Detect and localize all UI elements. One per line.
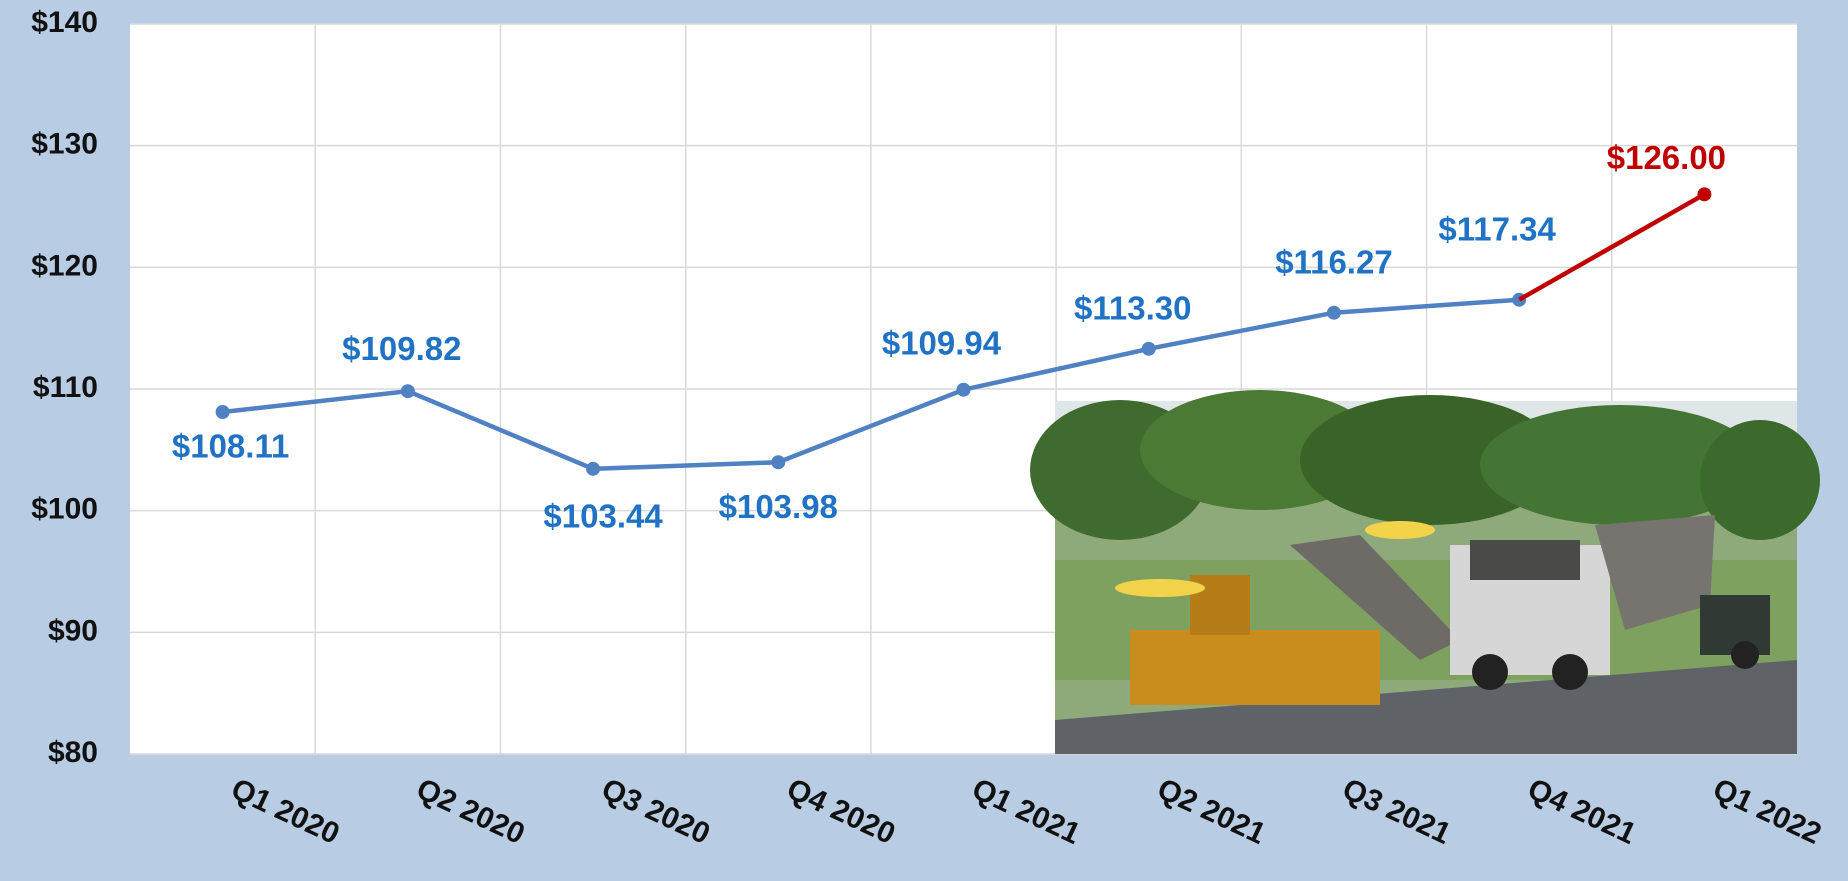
point [401, 384, 415, 398]
data-label: $126.00 [1607, 139, 1726, 176]
data-label: $103.44 [543, 498, 663, 535]
y-tick-label: $130 [31, 128, 98, 161]
point [586, 462, 600, 476]
data-label: $109.82 [342, 330, 461, 367]
data-label: $103.98 [719, 488, 838, 525]
data-label: $116.27 [1275, 243, 1392, 280]
data-label: $113.30 [1074, 290, 1191, 327]
point [216, 405, 230, 419]
point [1142, 342, 1156, 356]
point [771, 455, 785, 469]
y-tick-label: $90 [48, 614, 98, 647]
y-tick-label: $80 [48, 736, 98, 769]
y-tick-label: $110 [33, 371, 98, 404]
data-label: $109.94 [882, 324, 1002, 361]
point [1327, 306, 1341, 320]
data-label: $108.11 [172, 428, 289, 465]
point [1697, 187, 1711, 201]
chart: $108.11 $109.82 $103.44 $103.98 $109.94 $113.… [0, 0, 1848, 881]
photo [1030, 390, 1820, 754]
y-tick-label: $120 [31, 249, 98, 282]
y-tick-label: $140 [31, 6, 98, 39]
point [957, 383, 971, 397]
data-label: $117.34 [1438, 210, 1556, 247]
y-tick-label: $100 [31, 493, 98, 526]
